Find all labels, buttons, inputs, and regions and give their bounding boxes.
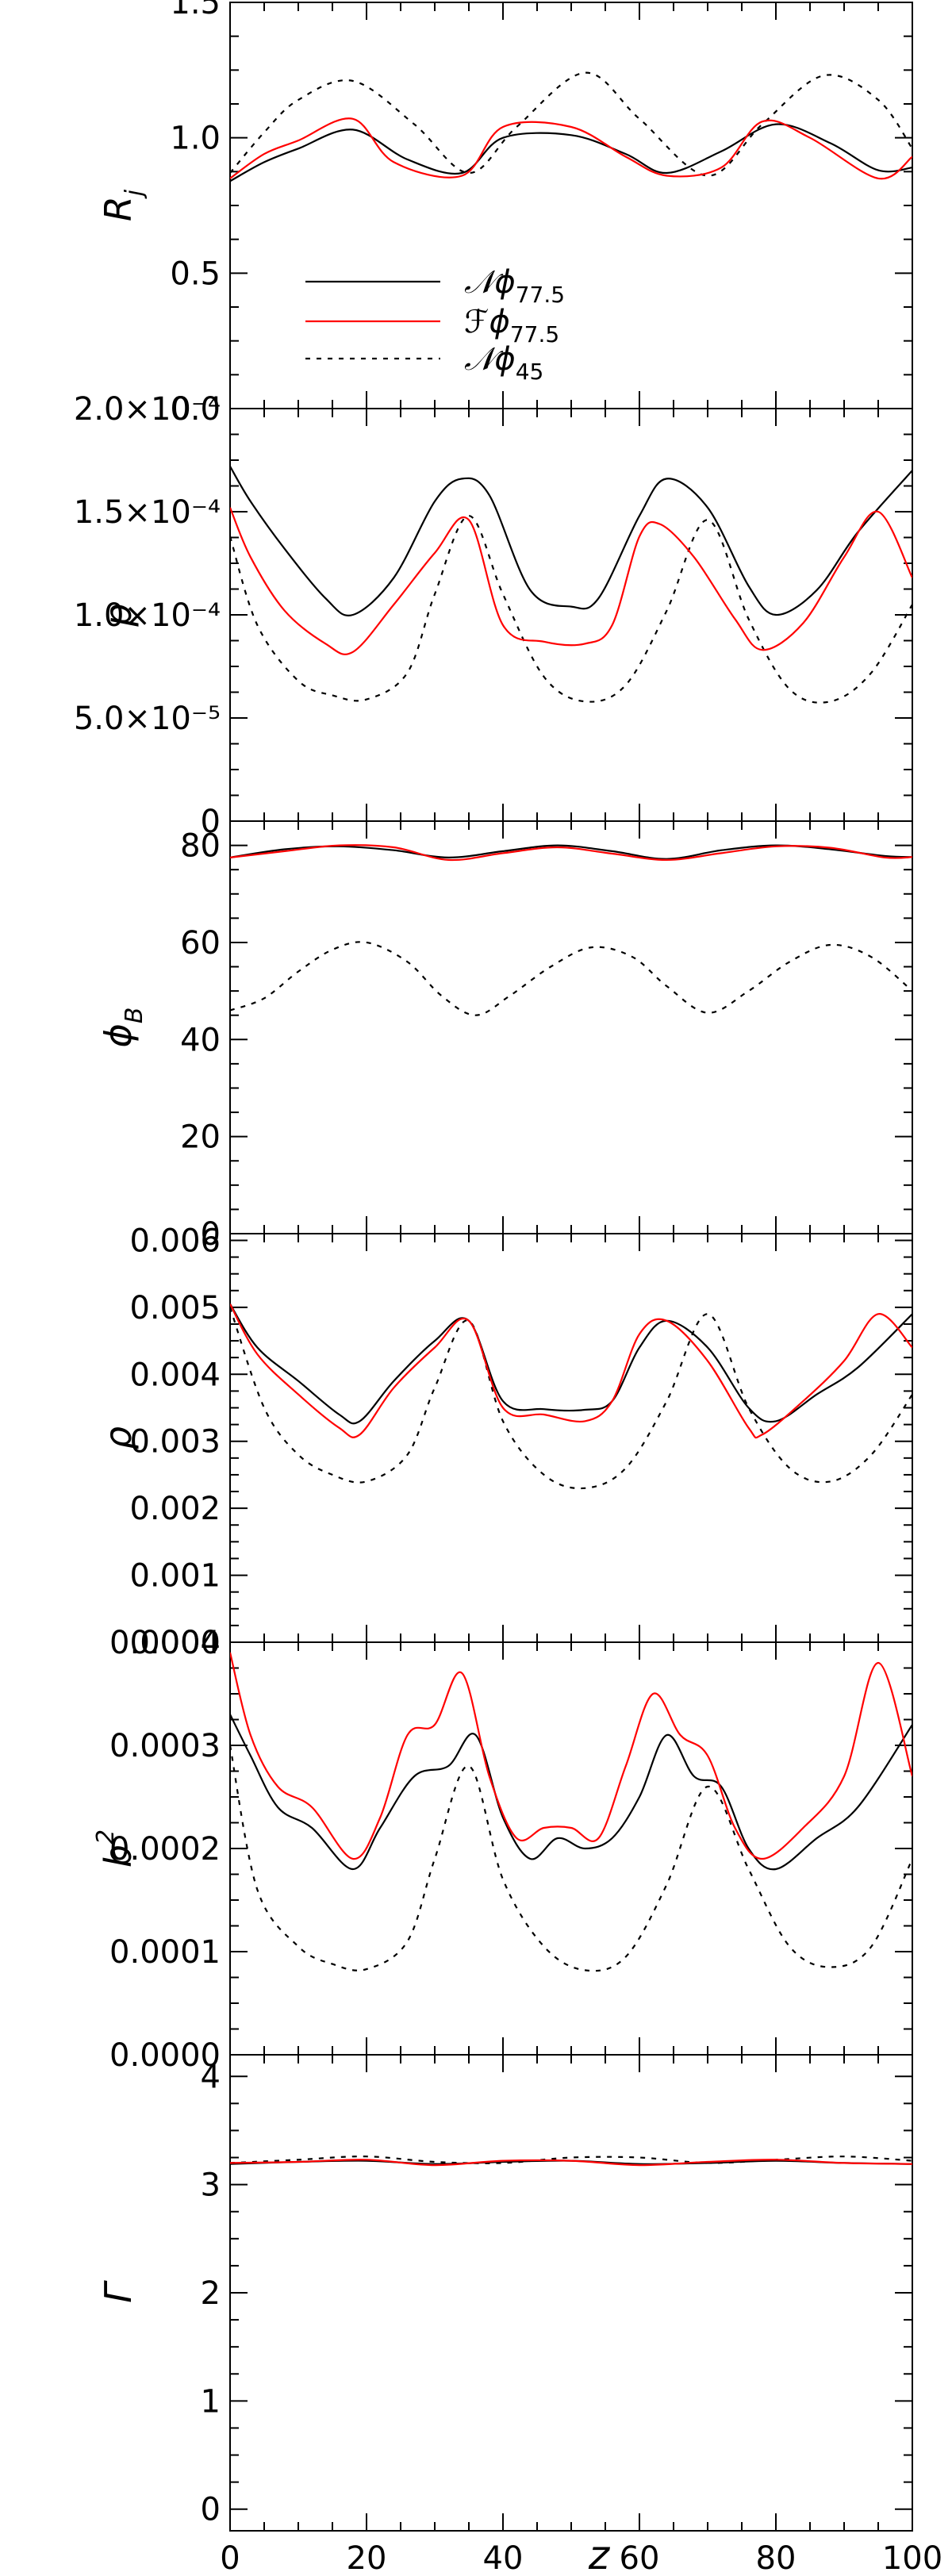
x-tick-label: 0 bbox=[220, 2540, 240, 2576]
series-line-f77 bbox=[230, 1652, 912, 1860]
plot-frame bbox=[229, 820, 913, 1234]
y-axis-label: ρ bbox=[97, 1426, 140, 1449]
x-tick-label: 100 bbox=[882, 2540, 942, 2576]
y-tick-label: 0.0 bbox=[170, 391, 221, 428]
series-line-f77 bbox=[230, 117, 912, 180]
y-axis-label: p bbox=[97, 603, 140, 627]
series-line-n45 bbox=[230, 1307, 912, 1490]
panel-4: 0.000 0.001 0.002 0.003 0.004 0.005 0.006 ρ bbox=[97, 1223, 913, 1661]
y-axis-label: Rj bbox=[97, 189, 148, 221]
x-tick-label: 40 bbox=[483, 2540, 524, 2576]
x-axis-label: z bbox=[588, 2532, 611, 2576]
y-tick-label: 0.003 bbox=[129, 1424, 221, 1461]
y-tick-label: 0.000 bbox=[129, 1625, 221, 1661]
series-line-f77 bbox=[230, 2159, 912, 2167]
y-tick-label: 0 bbox=[201, 804, 221, 840]
y-tick-label: 1.0 bbox=[170, 121, 221, 157]
series-line-n45 bbox=[230, 71, 912, 177]
y-axis-label: Γ bbox=[97, 2280, 140, 2303]
series-line-n45 bbox=[230, 941, 912, 1016]
y-tick-label: 0 bbox=[201, 1216, 221, 1253]
y-tick-label: 1.0×10⁻⁴ bbox=[74, 597, 221, 634]
plot-frame bbox=[229, 1233, 913, 1643]
y-tick-label: 0.0001 bbox=[109, 1934, 221, 1971]
y-tick-label: 0 bbox=[201, 2492, 221, 2528]
y-tick-label: 1.5 bbox=[170, 0, 221, 21]
y-tick-label: 3 bbox=[201, 2167, 221, 2204]
series-line-n77 bbox=[230, 123, 912, 182]
plot-frame bbox=[229, 2, 913, 409]
series-line-n77 bbox=[230, 466, 912, 617]
chart-panels: 0.0 0.5 1.0 1.5 Rj 0 5.0×10⁻⁵ 1.0×10⁻⁴ 1.5×10⁻⁴ 2… bbox=[74, 0, 942, 2576]
series-line-n45 bbox=[230, 2156, 912, 2164]
y-tick-label: 40 bbox=[180, 1022, 221, 1058]
y-axis-label: ϕB bbox=[97, 1008, 148, 1048]
legend-entry-f77: ℱϕ77.5 bbox=[305, 304, 559, 347]
series-line-n45 bbox=[230, 1745, 912, 1972]
plot-frame bbox=[229, 1641, 913, 2056]
panel-3: 0 20 40 60 80 ϕB bbox=[97, 820, 913, 1253]
y-tick-label: 4 bbox=[201, 2059, 221, 2095]
legend-entry-n45: 𝒩ϕ45 bbox=[305, 341, 543, 385]
y-tick-label: 2 bbox=[201, 2275, 221, 2312]
y-tick-label: 0.0000 bbox=[109, 2037, 221, 2074]
series-line-f77 bbox=[230, 507, 912, 655]
x-tick-label: 60 bbox=[620, 2540, 660, 2576]
y-tick-label: 0.0003 bbox=[109, 1728, 221, 1764]
y-tick-label: 5.0×10⁻⁵ bbox=[74, 701, 221, 737]
y-tick-label: 0.0002 bbox=[109, 1831, 221, 1868]
legend-label: 𝒩ϕ77.5 bbox=[464, 264, 565, 308]
series-line-n77 bbox=[230, 1303, 912, 1425]
y-tick-label: 2.0×10⁻⁴ bbox=[74, 391, 221, 428]
series-line-f77 bbox=[230, 844, 912, 862]
y-tick-label: 1 bbox=[201, 2383, 221, 2420]
plot-frame bbox=[229, 2054, 913, 2532]
y-tick-label: 0.006 bbox=[129, 1223, 221, 1259]
y-tick-label: 0.5 bbox=[170, 255, 221, 292]
y-tick-label: 20 bbox=[180, 1119, 221, 1156]
series-line-f77 bbox=[230, 1303, 912, 1439]
y-tick-label: 0.002 bbox=[129, 1491, 221, 1527]
y-tick-label: 80 bbox=[180, 828, 221, 865]
series-line-n77 bbox=[230, 1714, 912, 1871]
legend-entry-n77: 𝒩ϕ77.5 bbox=[305, 264, 565, 308]
panel-2: 0 5.0×10⁻⁵ 1.0×10⁻⁴ 1.5×10⁻⁴ 2.0×10⁻⁴ p bbox=[74, 391, 913, 840]
y-tick-label: 0.0004 bbox=[109, 1625, 221, 1661]
series-line-n77 bbox=[230, 844, 912, 860]
y-tick-label: 0.004 bbox=[129, 1357, 221, 1393]
y-tick-label: 0.001 bbox=[129, 1558, 221, 1595]
y-tick-label: 1.5×10⁻⁴ bbox=[74, 494, 221, 531]
series-line-n45 bbox=[230, 515, 912, 704]
y-tick-label: 60 bbox=[180, 925, 221, 962]
x-tick-label: 20 bbox=[347, 2540, 387, 2576]
legend-label: 𝒩ϕ45 bbox=[464, 341, 543, 385]
y-tick-label: 0.005 bbox=[129, 1290, 221, 1326]
x-tick-label: 80 bbox=[756, 2540, 797, 2576]
